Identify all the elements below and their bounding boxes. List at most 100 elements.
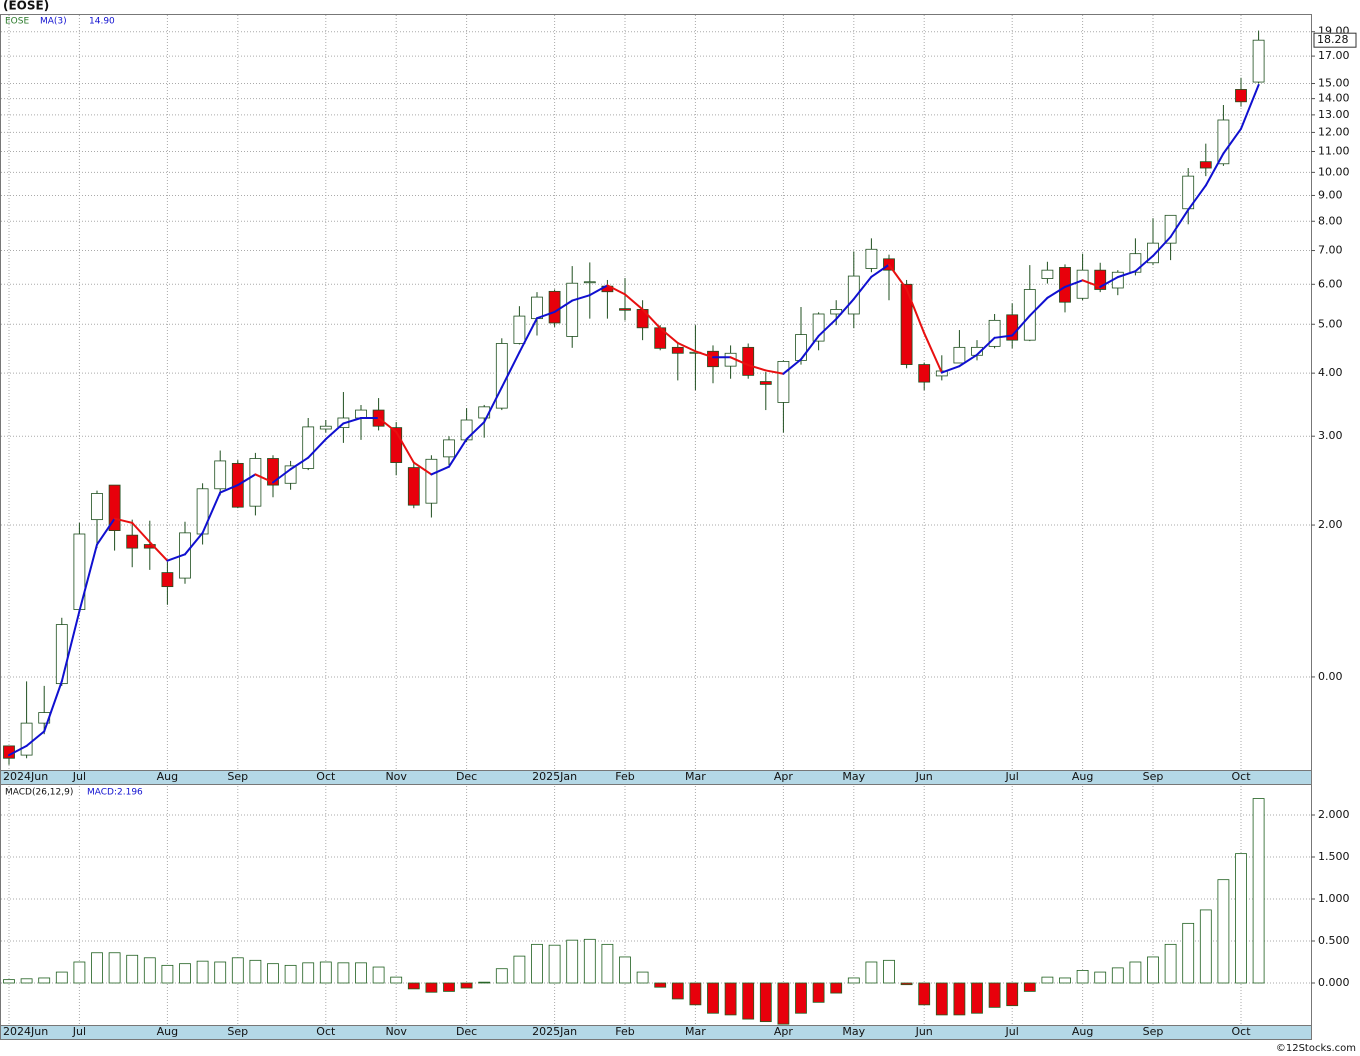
ma-segment	[1064, 279, 1084, 288]
ma-segment	[219, 484, 239, 494]
ma-segment	[958, 353, 978, 368]
macd-bar	[830, 982, 843, 994]
macd-bar	[759, 982, 772, 1023]
macd-bar	[249, 959, 262, 984]
ma-segment	[835, 298, 855, 321]
macd-bar	[847, 977, 860, 984]
x-tick-label: Sep	[1143, 770, 1164, 783]
macd-bar	[126, 954, 139, 984]
chart-title: (EOSE)	[3, 0, 49, 13]
y-tick-label: 0.00	[1318, 670, 1343, 683]
macd-bar	[812, 982, 825, 1003]
macd-bar	[108, 952, 121, 984]
y-tick-label: 12.00	[1318, 125, 1350, 138]
macd-bar	[478, 981, 491, 984]
ma-segment	[940, 365, 961, 374]
legend-ma: MA(3)	[40, 17, 67, 27]
ma-segment	[923, 332, 943, 374]
x-tick-label: Mar	[685, 770, 706, 783]
candle-body	[1094, 269, 1107, 290]
macd-bar	[161, 964, 174, 984]
copyright: ©12Stocks.com	[1276, 1043, 1356, 1054]
ma-segment	[8, 744, 28, 757]
candle-body	[1147, 242, 1159, 264]
candle-body	[583, 281, 596, 284]
x-tick-label: Oct	[316, 770, 336, 783]
macd-bar	[935, 982, 948, 1016]
x-tick-label: Jun	[915, 770, 933, 783]
ma-segment	[764, 369, 785, 375]
candle-body	[161, 572, 174, 588]
macd-bar	[636, 971, 649, 984]
macd-bar	[407, 982, 420, 990]
ma-segment	[976, 336, 996, 356]
legend-macd-value: MACD:2.196	[87, 788, 143, 798]
ma-segment	[800, 334, 820, 361]
macd-bar	[795, 982, 807, 1014]
x-tick-label: Feb	[615, 770, 634, 783]
macd-bar	[267, 963, 279, 984]
ma-segment	[395, 430, 415, 464]
ma-segment	[782, 358, 802, 375]
x-tick-label: Apr	[774, 770, 794, 783]
ma-segment	[272, 468, 292, 484]
candle-body	[847, 275, 860, 315]
candle-body	[443, 439, 455, 458]
macd-bar	[1076, 969, 1089, 984]
y-tick-label: 5.00	[1318, 317, 1343, 330]
ma-segment	[430, 465, 450, 476]
x-tick-label: Jul	[72, 770, 86, 783]
candle-body	[55, 624, 68, 685]
ma-segment	[289, 456, 310, 471]
macd-bar	[302, 962, 315, 984]
macd-bar	[531, 943, 543, 984]
candle-body	[319, 425, 332, 430]
macd-bar	[214, 961, 227, 984]
candle-body	[267, 458, 279, 486]
candle-body	[126, 534, 139, 549]
candle-body	[566, 282, 579, 337]
candle-body	[918, 364, 931, 383]
macd-bar	[601, 943, 614, 984]
ma-segment	[1222, 127, 1242, 155]
macd-bar	[91, 952, 103, 984]
x-tick-label: 2025Jan	[532, 1025, 577, 1038]
macd-bar	[865, 961, 878, 984]
macd-bar	[372, 966, 385, 984]
macd-bar	[654, 982, 667, 988]
macd-bar	[742, 982, 755, 1020]
price-panel	[0, 14, 1312, 771]
x-tick-label: Sep	[227, 770, 248, 783]
x-tick-label: Oct	[316, 1025, 336, 1038]
ma-segment	[852, 275, 873, 301]
ma-segment	[624, 293, 644, 311]
ma-segment	[870, 263, 890, 278]
ma-segment	[43, 680, 63, 733]
macd-bar	[971, 982, 983, 1014]
last-price-label: 18.28	[1317, 33, 1349, 46]
ma-segment	[254, 473, 274, 484]
y-tick-label: 2.000	[1318, 808, 1350, 821]
x-tick-label: Nov	[385, 770, 407, 783]
ma-segment	[377, 416, 398, 433]
x-tick-label: Feb	[615, 1025, 634, 1038]
ma-segment	[1134, 254, 1154, 273]
x-tick-label: May	[842, 770, 865, 783]
ma-segment	[236, 473, 257, 487]
candle-body	[214, 460, 227, 490]
ma-segment	[553, 299, 574, 313]
macd-bar	[1023, 982, 1036, 992]
x-tick-label: Aug	[1072, 770, 1093, 783]
macd-bar	[689, 982, 702, 1006]
y-tick-label: 0.000	[1318, 976, 1350, 989]
y-tick-label: 1.000	[1318, 892, 1350, 905]
candle-body	[865, 248, 878, 269]
macd-bar	[143, 957, 156, 984]
y-tick-label: 14.00	[1318, 92, 1350, 105]
macd-bar	[355, 962, 367, 984]
ma-segment	[518, 317, 538, 354]
macd-bar	[671, 982, 684, 1000]
candle-body	[108, 484, 121, 532]
y-tick-label: 1.500	[1318, 850, 1350, 863]
ma-segment	[1046, 285, 1066, 299]
